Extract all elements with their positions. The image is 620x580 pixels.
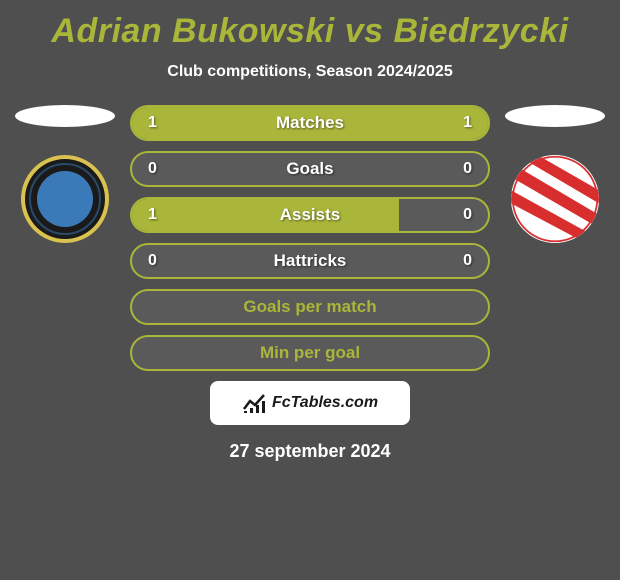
chart-icon: [242, 391, 266, 415]
stripes-icon: [511, 155, 599, 243]
stat-value-right: 0: [463, 252, 472, 270]
stat-value-left: 0: [148, 252, 157, 270]
right-side: [500, 105, 610, 243]
date-label: 27 september 2024: [229, 441, 390, 462]
stat-row-hattricks: 0 Hattricks 0: [130, 243, 490, 279]
stats-column: 1 Matches 1 0 Goals 0 1 Assists 0: [130, 105, 490, 371]
stat-value-right: 0: [463, 206, 472, 224]
stat-label: Goals: [286, 159, 333, 179]
stat-value-left: 1: [148, 114, 157, 132]
comparison-body: 1 Matches 1 0 Goals 0 1 Assists 0: [10, 105, 610, 371]
club-logo-left: [21, 155, 109, 243]
stat-label: Matches: [276, 113, 344, 133]
button-label: Min per goal: [260, 343, 360, 363]
stat-value-left: 1: [148, 206, 157, 224]
stat-label: Hattricks: [274, 251, 347, 271]
brand-link[interactable]: FcTables.com: [210, 381, 410, 425]
stat-value-right: 0: [463, 160, 472, 178]
left-side: [10, 105, 120, 243]
club-logo-right: [511, 155, 599, 243]
stat-value-left: 0: [148, 160, 157, 178]
min-per-goal-button[interactable]: Min per goal: [130, 335, 490, 371]
stat-value-right: 1: [463, 114, 472, 132]
subtitle: Club competitions, Season 2024/2025: [167, 63, 452, 81]
stat-label: Assists: [280, 205, 340, 225]
stat-row-goals: 0 Goals 0: [130, 151, 490, 187]
brand-text: FcTables.com: [272, 394, 378, 412]
player-placeholder-right: [505, 105, 605, 127]
stat-row-assists: 1 Assists 0: [130, 197, 490, 233]
stat-fill-left: [132, 199, 399, 231]
page-title: Adrian Bukowski vs Biedrzycki: [51, 12, 568, 51]
stat-row-matches: 1 Matches 1: [130, 105, 490, 141]
player-placeholder-left: [15, 105, 115, 127]
goals-per-match-button[interactable]: Goals per match: [130, 289, 490, 325]
comparison-card: Adrian Bukowski vs Biedrzycki Club compe…: [0, 0, 620, 470]
button-label: Goals per match: [243, 297, 376, 317]
